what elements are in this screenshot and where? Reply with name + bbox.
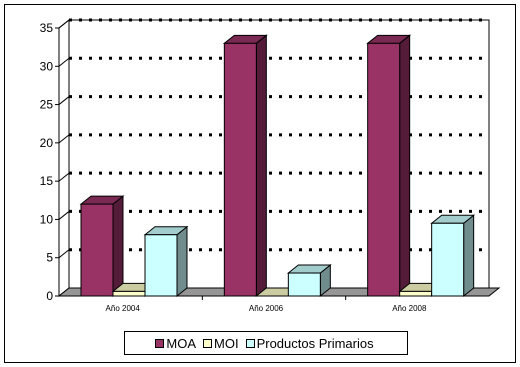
bar-moa-2 — [367, 42, 401, 297]
bar-moi-2 — [399, 290, 433, 297]
y-tick-label-25: 25 — [40, 98, 54, 112]
gridline-side-35 — [58, 19, 70, 29]
y-tick-label-20: 20 — [40, 136, 54, 150]
legend-swatch-moa — [155, 338, 165, 348]
legend-swatch-moi — [203, 338, 212, 348]
bar-moi-0 — [112, 290, 146, 297]
y-tick-label-30: 30 — [40, 59, 54, 73]
y-tick-label-5: 5 — [46, 251, 53, 265]
y-tick-label-0: 0 — [46, 289, 53, 303]
x-tick-label-2: Año 2008 — [392, 304, 427, 313]
bar-side-moa-0 — [112, 195, 124, 298]
bar-side-productos-primarios-0 — [176, 225, 188, 298]
y-tick-label-35: 35 — [40, 21, 54, 35]
bar-productos-primarios-0 — [144, 234, 178, 297]
legend-item-moa: MOA — [155, 336, 196, 351]
x-tick-label-0: Año 2004 — [106, 304, 141, 313]
gridline-side-20 — [58, 134, 70, 144]
gridline-side-15 — [58, 172, 70, 182]
bar-productos-primarios-2 — [431, 222, 465, 297]
bar-side-moa-1 — [255, 34, 267, 298]
gridline-side-30 — [58, 57, 70, 67]
legend-label-moi: MOI — [214, 335, 239, 351]
gridline-side-5 — [58, 249, 70, 259]
side-wall — [58, 18, 70, 298]
legend-swatch-productos-primarios — [245, 338, 255, 348]
y-tick-label-15: 15 — [40, 174, 54, 188]
legend: MOA MOI Productos Primarios — [124, 331, 408, 355]
bar-side-moa-2 — [399, 34, 411, 298]
x-tick-label-1: Año 2006 — [249, 304, 284, 313]
legend-item-productos-primarios: Productos Primarios — [245, 335, 374, 351]
back-wall — [68, 19, 490, 289]
bar-moa-1 — [223, 42, 257, 297]
legend-item-moi: MOI — [203, 336, 239, 351]
gridline-side-10 — [58, 211, 70, 220]
bar-side-productos-primarios-2 — [463, 214, 475, 298]
y-tick-label-10: 10 — [40, 212, 54, 226]
legend-label-moa: MOA — [166, 335, 196, 351]
bar-productos-primarios-1 — [287, 272, 321, 297]
gridline-side-25 — [58, 96, 70, 105]
bar-moa-0 — [80, 203, 114, 297]
legend-label-productos-primarios: Productos Primarios — [256, 335, 374, 351]
